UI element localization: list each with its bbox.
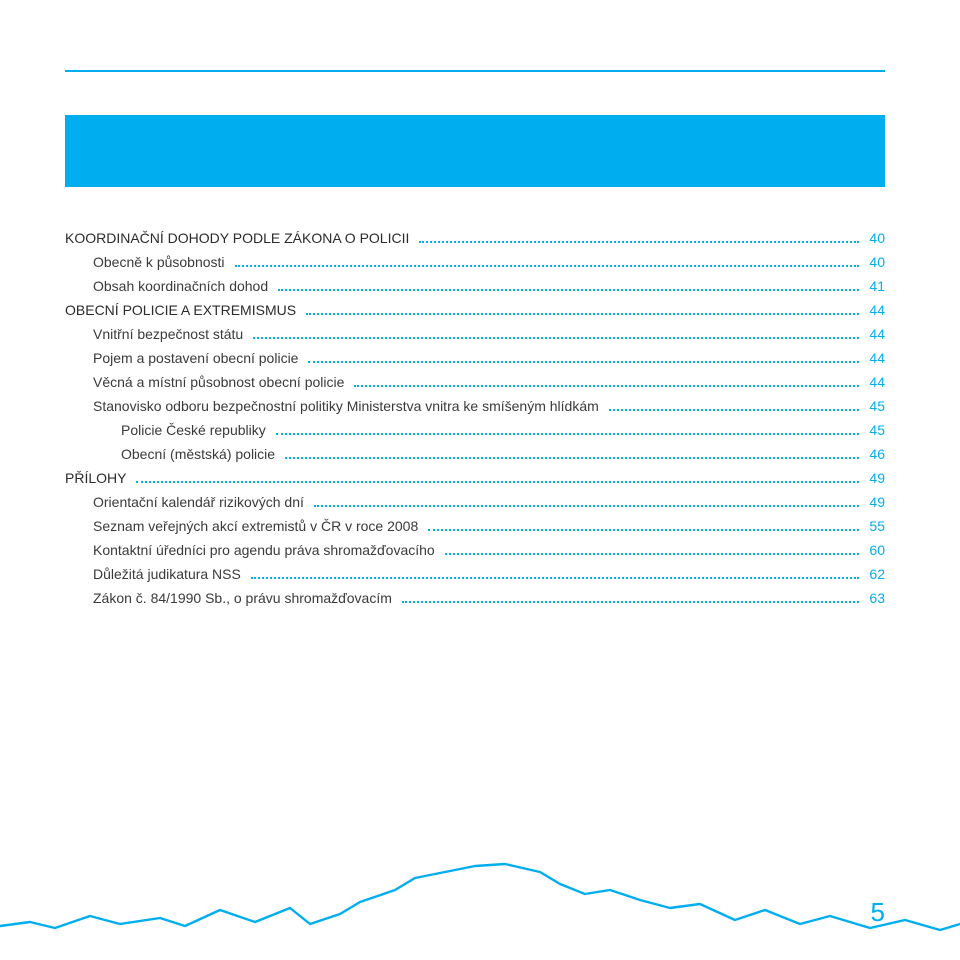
toc-row: Orientační kalendář rizikových dní 49 <box>65 492 885 516</box>
toc-page-number: 44 <box>863 302 885 318</box>
toc-row: Policie České republiky 45 <box>65 420 885 444</box>
toc-page-number: 60 <box>863 542 885 558</box>
toc-label: Zákon č. 84/1990 Sb., o právu shromažďov… <box>65 590 398 606</box>
toc-label: KOORDINAČNÍ DOHODY PODLE ZÁKONA O POLICI… <box>65 230 415 246</box>
toc-dotted-leader <box>285 444 859 459</box>
toc-row: Pojem a postavení obecní policie 44 <box>65 348 885 372</box>
toc-page-number: 41 <box>863 278 885 294</box>
toc-dotted-leader <box>308 348 859 363</box>
toc-page-number: 55 <box>863 518 885 534</box>
toc-page-number: 44 <box>863 326 885 342</box>
toc-page-number: 45 <box>863 422 885 438</box>
toc-dotted-leader <box>278 276 859 291</box>
toc-page-number: 62 <box>863 566 885 582</box>
toc-row: PŘÍLOHY 49 <box>65 468 885 492</box>
toc-row: Seznam veřejných akcí extremistů v ČR v … <box>65 516 885 540</box>
toc-label: Věcná a místní působnost obecní policie <box>65 374 350 390</box>
toc-page-number: 40 <box>863 230 885 246</box>
toc-dotted-leader <box>314 492 860 507</box>
toc-dotted-leader <box>306 300 859 315</box>
toc-row: Obecní (městská) policie 46 <box>65 444 885 468</box>
toc-page-number: 63 <box>863 590 885 606</box>
toc-dotted-leader <box>276 420 860 435</box>
skyline-decoration <box>0 830 960 950</box>
toc-row: Kontaktní úředníci pro agendu práva shro… <box>65 540 885 564</box>
toc-page-number: 40 <box>863 254 885 270</box>
toc-row: Věcná a místní působnost obecní policie 4… <box>65 372 885 396</box>
toc-label: OBECNÍ POLICIE A EXTREMISMUS <box>65 302 302 318</box>
toc-page-number: 49 <box>863 494 885 510</box>
toc-label: Stanovisko odboru bezpečnostní politiky … <box>65 398 605 414</box>
toc-dotted-leader <box>419 228 859 243</box>
toc-label: Vnitřní bezpečnost státu <box>65 326 249 342</box>
toc-row: Obsah koordinačních dohod 41 <box>65 276 885 300</box>
toc-dotted-leader <box>354 372 859 387</box>
toc-page-number: 49 <box>863 470 885 486</box>
toc-dotted-leader <box>253 324 859 339</box>
toc-row: Zákon č. 84/1990 Sb., o právu shromažďov… <box>65 588 885 612</box>
header-blue-band <box>65 115 885 187</box>
toc-label: Obecně k působnosti <box>65 254 231 270</box>
toc-page-number: 44 <box>863 374 885 390</box>
toc-dotted-leader <box>402 588 860 603</box>
toc-row: Stanovisko odboru bezpečnostní politiky … <box>65 396 885 420</box>
toc-page-number: 46 <box>863 446 885 462</box>
toc-label: Policie České republiky <box>65 422 272 438</box>
toc-label: Obsah koordinačních dohod <box>65 278 274 294</box>
toc-row: OBECNÍ POLICIE A EXTREMISMUS 44 <box>65 300 885 324</box>
page-number: 5 <box>871 897 885 928</box>
toc-page-number: 44 <box>863 350 885 366</box>
toc-label: PŘÍLOHY <box>65 470 132 486</box>
table-of-contents: KOORDINAČNÍ DOHODY PODLE ZÁKONA O POLICI… <box>65 228 885 612</box>
top-horizontal-rule <box>65 70 885 72</box>
toc-dotted-leader <box>445 540 860 555</box>
toc-label: Kontaktní úředníci pro agendu práva shro… <box>65 542 441 558</box>
toc-row: Důležitá judikatura NSS 62 <box>65 564 885 588</box>
toc-dotted-leader <box>235 252 860 267</box>
toc-dotted-leader <box>609 396 860 411</box>
toc-row: Obecně k působnosti 40 <box>65 252 885 276</box>
toc-label: Seznam veřejných akcí extremistů v ČR v … <box>65 518 424 534</box>
toc-dotted-leader <box>428 516 859 531</box>
toc-page-number: 45 <box>863 398 885 414</box>
toc-dotted-leader <box>136 468 859 483</box>
toc-row: KOORDINAČNÍ DOHODY PODLE ZÁKONA O POLICI… <box>65 228 885 252</box>
toc-label: Obecní (městská) policie <box>65 446 281 462</box>
toc-label: Důležitá judikatura NSS <box>65 566 247 582</box>
toc-label: Orientační kalendář rizikových dní <box>65 494 310 510</box>
toc-label: Pojem a postavení obecní policie <box>65 350 304 366</box>
toc-dotted-leader <box>251 564 860 579</box>
toc-row: Vnitřní bezpečnost státu 44 <box>65 324 885 348</box>
